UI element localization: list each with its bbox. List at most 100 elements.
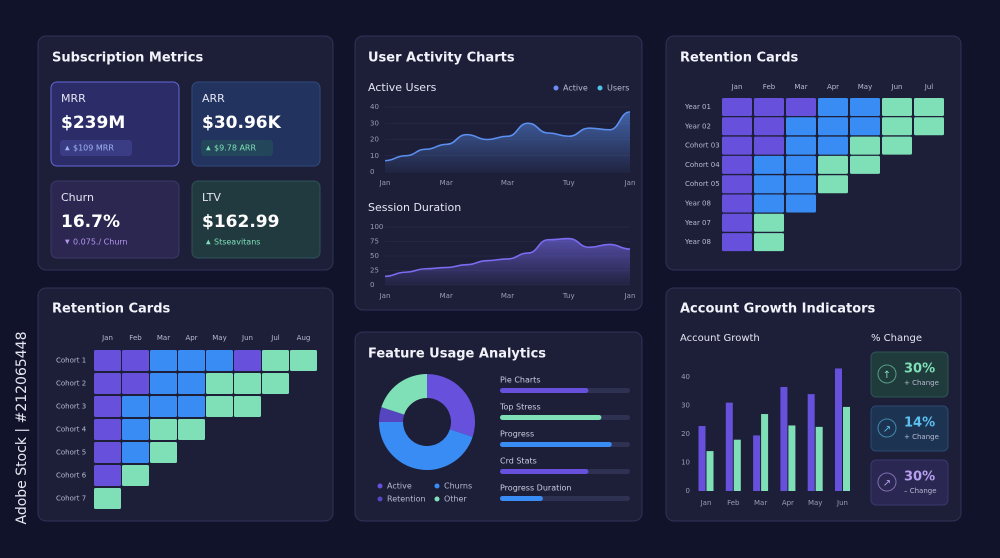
change-pill (60, 140, 132, 156)
row-label: Cohort 2 (56, 380, 86, 388)
change-card (870, 459, 949, 506)
column-label: Apr (185, 334, 197, 342)
chart-title: Active Users (368, 81, 437, 94)
bar (725, 402, 733, 491)
retention-cell (786, 136, 816, 155)
metric-label: Churn (61, 191, 94, 204)
retention-cell (786, 194, 816, 213)
progress-bar (500, 415, 602, 420)
legend-dot (597, 85, 603, 91)
retention-cell (94, 396, 121, 417)
retention-cell (150, 419, 177, 440)
change-icon: ↗ (883, 424, 891, 435)
retention-cell (94, 419, 121, 440)
x-tick-label: Jan (624, 292, 636, 300)
x-tick-label: Mar (440, 179, 453, 187)
metric-label: MRR (61, 92, 86, 105)
retention-cell (818, 175, 848, 194)
progress-bar (500, 469, 589, 474)
retention-cell (122, 373, 149, 394)
y-tick-label: 10 (370, 152, 379, 160)
retention-cell (850, 136, 880, 155)
retention-cell (818, 155, 848, 174)
bar (706, 451, 714, 491)
legend-label: Active (387, 482, 412, 491)
retention-cell (914, 117, 944, 136)
row-label: Cohort 04 (685, 161, 720, 169)
bar (788, 425, 796, 491)
retention-cell (850, 117, 880, 136)
donut-slice (381, 374, 427, 415)
retention-cell (122, 465, 149, 486)
donut-slice (379, 407, 405, 422)
retention-cell (178, 419, 205, 440)
change-value: 30% (904, 362, 935, 377)
retention-cell (754, 98, 784, 116)
column-label: Jun (891, 83, 903, 91)
x-tick-label: Mar (501, 179, 514, 187)
bar (753, 435, 761, 491)
change-card (870, 405, 949, 452)
column-label: Jan (731, 83, 743, 91)
retention-cell (234, 350, 261, 371)
y-tick-label: 25 (370, 267, 379, 275)
donut-slice (427, 374, 476, 437)
retention-cell (786, 98, 816, 116)
area (385, 111, 630, 172)
change-value: 14% (904, 416, 935, 431)
retention-cell (234, 373, 261, 394)
chart-title: Account Growth (680, 333, 760, 344)
y-tick-label: 30 (370, 119, 379, 127)
change-arrow: ▲ (65, 145, 70, 152)
bar (815, 426, 823, 491)
donut-slice (379, 422, 473, 471)
retention-cell (206, 373, 233, 394)
retention-cell (94, 488, 121, 509)
change-card (870, 351, 949, 398)
y-tick-label: 0 (370, 168, 374, 176)
retention-cell (754, 233, 784, 252)
column-label: Jul (924, 83, 934, 91)
retention-cell (262, 350, 289, 371)
retention-cell (262, 373, 289, 394)
x-tick-label: Jan (379, 179, 391, 187)
metric-value: $162.99 (202, 212, 279, 232)
x-tick-label: Jun (836, 499, 848, 507)
row-label: Year 01 (684, 103, 711, 111)
x-tick-label: May (808, 499, 822, 507)
change-icon-bg (877, 364, 897, 384)
panel-title: Subscription Metrics (52, 51, 203, 66)
retention-cell (754, 194, 784, 213)
retention-cell (754, 213, 784, 232)
retention-cell (150, 350, 177, 371)
retention-cell (290, 350, 317, 371)
bar (761, 414, 769, 491)
bar-label: Progress Duration (500, 484, 571, 493)
x-tick-label: Apr (782, 499, 794, 507)
x-tick-label: Mar (501, 292, 514, 300)
retention-cell (754, 136, 784, 155)
bar-label: Crd Stats (500, 457, 537, 466)
progress-bar (500, 388, 589, 393)
x-tick-label: Tuy (562, 292, 575, 300)
bar-label: Top Stress (499, 403, 541, 412)
legend-dot (434, 496, 440, 502)
metric-label: LTV (202, 191, 221, 204)
retention-cell (786, 175, 816, 194)
bar (807, 394, 815, 491)
retention-cell (722, 213, 752, 232)
retention-cell (150, 396, 177, 417)
watermark: Adobe Stock | #212065448 (14, 332, 30, 525)
column-label: Jun (241, 334, 253, 342)
row-label: Year 07 (684, 219, 711, 227)
y-tick-label: 50 (370, 252, 379, 260)
legend-dot (553, 85, 559, 91)
legend-dot (434, 483, 440, 489)
retention-cell (786, 117, 816, 136)
column-label: Aug (297, 334, 311, 342)
retention-cell (722, 233, 752, 252)
legend-dot (377, 496, 383, 502)
bar (698, 426, 706, 491)
metric-value: $30.96K (202, 113, 282, 133)
legend-dot (377, 483, 383, 489)
